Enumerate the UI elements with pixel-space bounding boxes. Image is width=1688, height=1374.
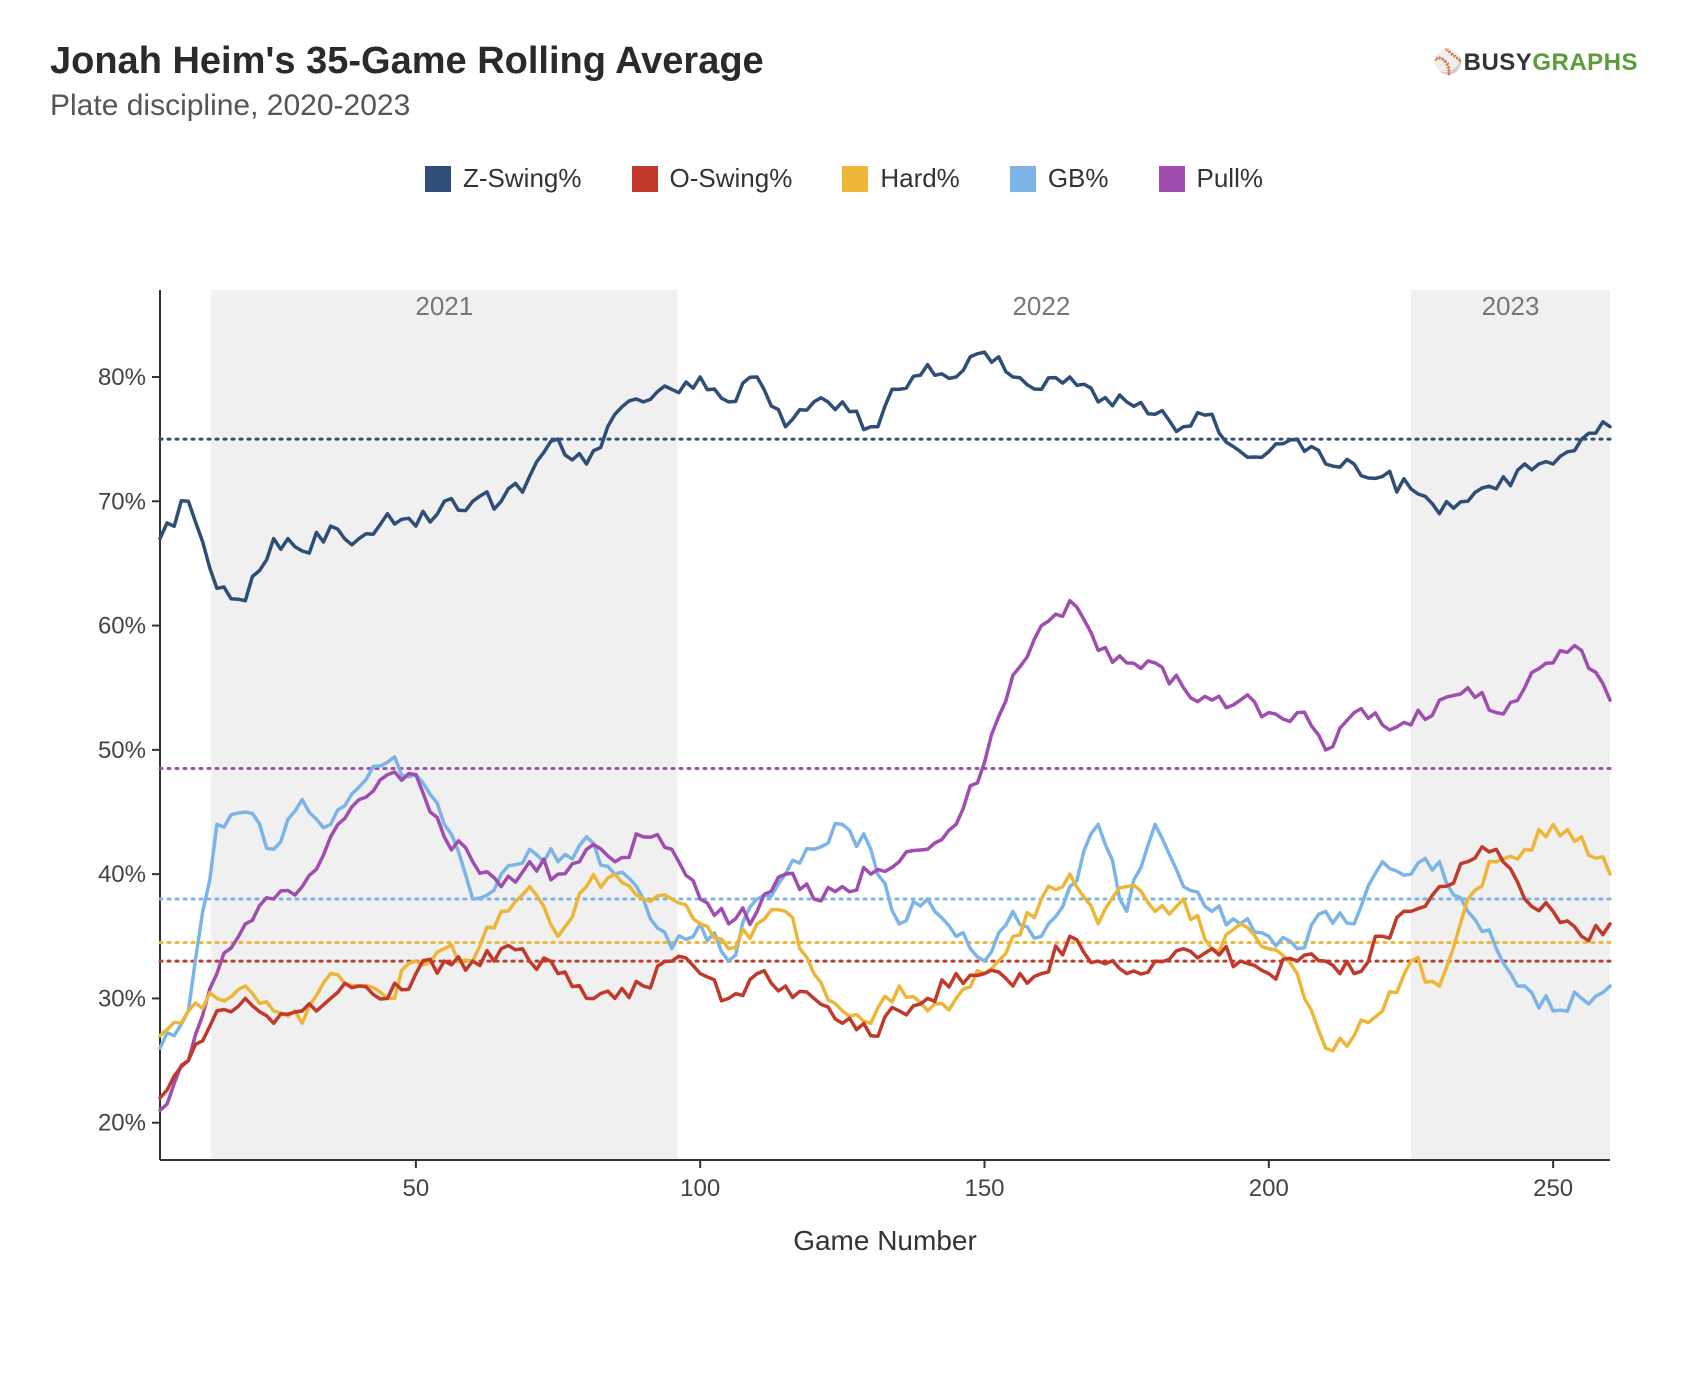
year-shade [211, 290, 677, 1160]
y-tick-label: 50% [98, 737, 146, 764]
legend-swatch [632, 166, 658, 192]
legend-item: Pull% [1159, 163, 1263, 194]
chart-header: Jonah Heim's 35-Game Rolling Average Pla… [50, 40, 1638, 123]
logo-icon: ⚾ [1433, 49, 1463, 76]
legend-swatch [1159, 166, 1185, 192]
x-axis-title: Game Number [793, 1225, 977, 1256]
x-tick-label: 100 [680, 1175, 720, 1202]
title-block: Jonah Heim's 35-Game Rolling Average Pla… [50, 40, 764, 123]
x-tick-label: 50 [403, 1175, 430, 1202]
legend: Z-Swing% O-Swing% Hard% GB% Pull% [50, 163, 1638, 194]
legend-label: Z-Swing% [463, 163, 581, 194]
x-tick-label: 250 [1533, 1175, 1573, 1202]
legend-swatch [842, 166, 868, 192]
y-tick-label: 60% [98, 613, 146, 640]
legend-item: GB% [1010, 163, 1109, 194]
legend-item: Z-Swing% [425, 163, 581, 194]
legend-swatch [1010, 166, 1036, 192]
chart-title: Jonah Heim's 35-Game Rolling Average [50, 40, 764, 83]
y-tick-label: 20% [98, 1110, 146, 1137]
year-label: 2022 [1012, 291, 1070, 321]
legend-swatch [425, 166, 451, 192]
y-tick-label: 80% [98, 364, 146, 391]
logo: ⚾BUSYGRAPHS [1433, 48, 1638, 77]
logo-text-1: BUSY [1464, 49, 1533, 76]
chart-area: 20% 30% 40% 50% 60% 70% 80% 50 100 150 200 250 Game … [70, 280, 1630, 1280]
year-shade [1411, 290, 1610, 1160]
legend-item: O-Swing% [632, 163, 793, 194]
y-tick-label: 70% [98, 488, 146, 515]
y-tick-label: 30% [98, 985, 146, 1012]
x-tick-label: 150 [964, 1175, 1004, 1202]
year-label: 2021 [415, 291, 473, 321]
chart-subtitle: Plate discipline, 2020-2023 [50, 89, 764, 123]
legend-item: Hard% [842, 163, 959, 194]
legend-label: O-Swing% [670, 163, 793, 194]
logo-text-2: GRAPHS [1532, 49, 1638, 76]
y-tick-label: 40% [98, 861, 146, 888]
x-tick-label: 200 [1249, 1175, 1289, 1202]
legend-label: Pull% [1197, 163, 1263, 194]
chart-svg: 20% 30% 40% 50% 60% 70% 80% 50 100 150 200 250 Game … [70, 280, 1630, 1280]
legend-label: Hard% [880, 163, 959, 194]
year-label: 2023 [1482, 291, 1540, 321]
legend-label: GB% [1048, 163, 1109, 194]
